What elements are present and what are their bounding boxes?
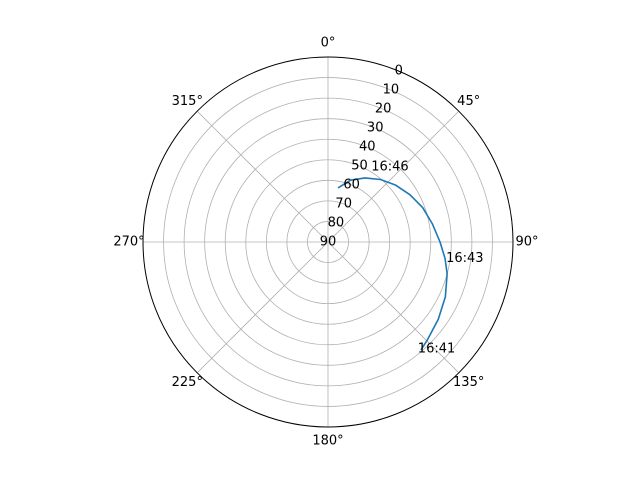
- theta-tick-label: 0°: [321, 36, 336, 51]
- r-tick-label: 0: [395, 64, 403, 79]
- theta-tick-label: 135°: [453, 375, 484, 390]
- r-tick-label: 90: [320, 235, 337, 250]
- theta-grid-line: [196, 110, 329, 243]
- theta-tick-label: 225°: [172, 375, 203, 390]
- r-tick-label: 50: [351, 159, 368, 174]
- theta-grid-line: [196, 241, 329, 374]
- theta-tick-label: 315°: [172, 94, 203, 109]
- series-line: [337, 177, 448, 351]
- theta-grid-line: [327, 110, 460, 243]
- polar-spine: [142, 56, 514, 428]
- theta-tick-label: 180°: [312, 434, 343, 449]
- time-annotation: 16:41: [418, 342, 455, 357]
- time-annotation: 16:46: [371, 160, 408, 175]
- label-layer: 0° 45° 90° 135° 180° 225° 270° 315° 0 10 20 30 40 50 6…: [113, 36, 538, 449]
- theta-tick-label: 270°: [113, 235, 144, 250]
- r-tick-label: 80: [328, 216, 345, 231]
- r-tick-label: 40: [359, 140, 376, 155]
- series-layer: [337, 177, 448, 351]
- grid-layer: [142, 56, 514, 428]
- r-tick-label: 60: [343, 178, 360, 193]
- theta-tick-label: 45°: [457, 94, 480, 109]
- r-tick-label: 20: [375, 102, 392, 117]
- theta-grid-line: [327, 241, 460, 374]
- r-tick-label: 10: [383, 83, 400, 98]
- theta-tick-label: 90°: [515, 235, 538, 250]
- time-annotation: 16:43: [446, 251, 483, 266]
- r-tick-label: 70: [335, 197, 352, 212]
- r-tick-label: 30: [367, 121, 384, 136]
